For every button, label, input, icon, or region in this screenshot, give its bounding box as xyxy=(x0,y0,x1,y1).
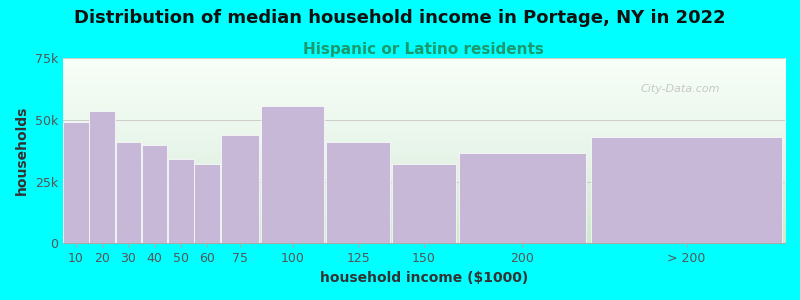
Bar xyxy=(63,122,89,243)
Bar xyxy=(326,142,390,243)
Title: Hispanic or Latino residents: Hispanic or Latino residents xyxy=(303,42,544,57)
Bar xyxy=(591,137,782,243)
Bar xyxy=(221,135,259,243)
Bar xyxy=(142,145,167,243)
Bar xyxy=(168,159,194,243)
Bar xyxy=(90,111,115,243)
Bar xyxy=(392,164,456,243)
Text: City-Data.com: City-Data.com xyxy=(641,83,720,94)
Y-axis label: households: households xyxy=(15,106,29,196)
Bar xyxy=(115,142,141,243)
Bar xyxy=(194,164,220,243)
X-axis label: household income ($1000): household income ($1000) xyxy=(320,271,528,285)
Bar xyxy=(458,153,586,243)
Text: Distribution of median household income in Portage, NY in 2022: Distribution of median household income … xyxy=(74,9,726,27)
Bar xyxy=(261,106,324,243)
